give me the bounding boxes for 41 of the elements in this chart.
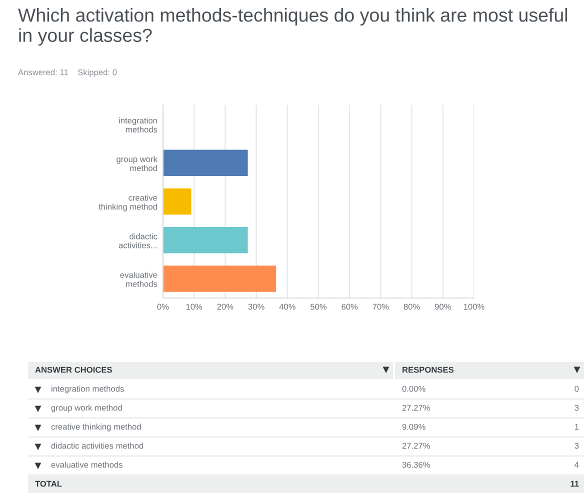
y-tick-label: didactic activities... [118,233,158,248]
bar [163,188,192,215]
text: 4 [574,462,579,468]
text: 1 [575,424,579,430]
x-tick-label: 90% [434,304,451,310]
text: 3 [574,404,579,411]
x-tick-label: 50% [310,304,327,310]
category-label: evaluative methods [51,462,122,468]
text: 3 [574,442,579,449]
x-tick-label: 0% [157,304,169,310]
data-label: 0.00% [402,386,426,392]
text: TOTAL [35,480,62,487]
text: RESPONSES [402,366,454,373]
x-tick-label: 40% [279,304,296,310]
x-tick-label: 60% [342,304,358,310]
bar [163,266,276,292]
data-label: 27.27% [402,442,430,449]
category-label: integration methods [52,386,124,394]
data-label: 9.09% [402,424,426,430]
x-tick-label: 70% [372,304,389,310]
data-label: 27.27% [402,404,430,411]
text: 0 [574,386,579,392]
category-label: group work method [51,404,122,412]
x-tick-label: 80% [404,304,420,310]
x-tick-label: 30% [248,304,264,310]
text: 11 [570,480,579,487]
y-tick-label: creative thinking method [98,194,158,212]
y-tick-label: group work method [116,156,158,172]
text: ANSWER CHOICES [35,366,112,373]
category-label: creative thinking method [51,424,141,432]
chart-title: Which activation methods-techniques do you think are most useful in your classes? [18,8,568,46]
text: Answered: 11 Skipped: 0 [18,69,117,77]
bar [163,150,248,176]
x-tick-label: 20% [217,304,234,310]
bar [163,226,248,254]
x-tick-label: 10% [186,304,202,310]
y-tick-label: integration methods [119,117,158,132]
category-label: didactic activities method [51,442,144,449]
data-label: 36.36% [402,462,430,468]
y-tick-label: evaluative methods [120,272,158,287]
x-tick-label: 100% [464,304,484,310]
